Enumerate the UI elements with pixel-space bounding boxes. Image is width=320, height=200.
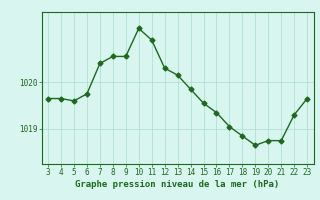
X-axis label: Graphe pression niveau de la mer (hPa): Graphe pression niveau de la mer (hPa): [76, 180, 280, 189]
